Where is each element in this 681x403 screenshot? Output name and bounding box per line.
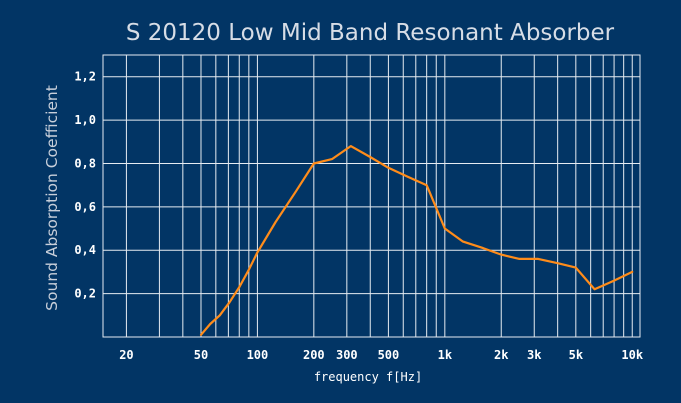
y-tick-label: 0,2	[74, 287, 96, 301]
x-axis-label: frequency f[Hz]	[314, 370, 422, 384]
series-line-absorption	[199, 145, 634, 336]
y-axis-label: Sound Absorption Coefficient	[43, 85, 61, 311]
x-tick-label: 5k	[569, 348, 584, 362]
x-tick-label: 50	[194, 348, 208, 362]
x-tick-label: 10k	[621, 348, 643, 362]
x-tick-label: 2k	[494, 348, 509, 362]
x-tick-label: 1k	[438, 348, 453, 362]
series-layer	[199, 145, 634, 336]
x-tick-label: 300	[336, 348, 358, 362]
x-tick-label: 500	[378, 348, 400, 362]
tick-labels: 20 50 100 200 300 500 1k 2k 3k 5k 10k 0,2 0,4 0,6 0,8 1…	[74, 70, 644, 362]
x-tick-label: 20	[119, 348, 133, 362]
y-tick-label: 0,4	[74, 243, 96, 257]
plot-frame	[102, 54, 641, 338]
x-tick-label: 100	[247, 348, 269, 362]
x-tick-label: 200	[303, 348, 325, 362]
y-tick-label: 1,2	[74, 70, 96, 84]
y-tick-label: 0,6	[74, 200, 96, 214]
y-tick-label: 0,8	[74, 156, 96, 170]
x-tick-label: 3k	[527, 348, 542, 362]
chart-title: S 20120 Low Mid Band Resonant Absorber	[126, 20, 615, 46]
y-tick-label: 1,0	[74, 113, 96, 127]
grid	[103, 55, 640, 337]
